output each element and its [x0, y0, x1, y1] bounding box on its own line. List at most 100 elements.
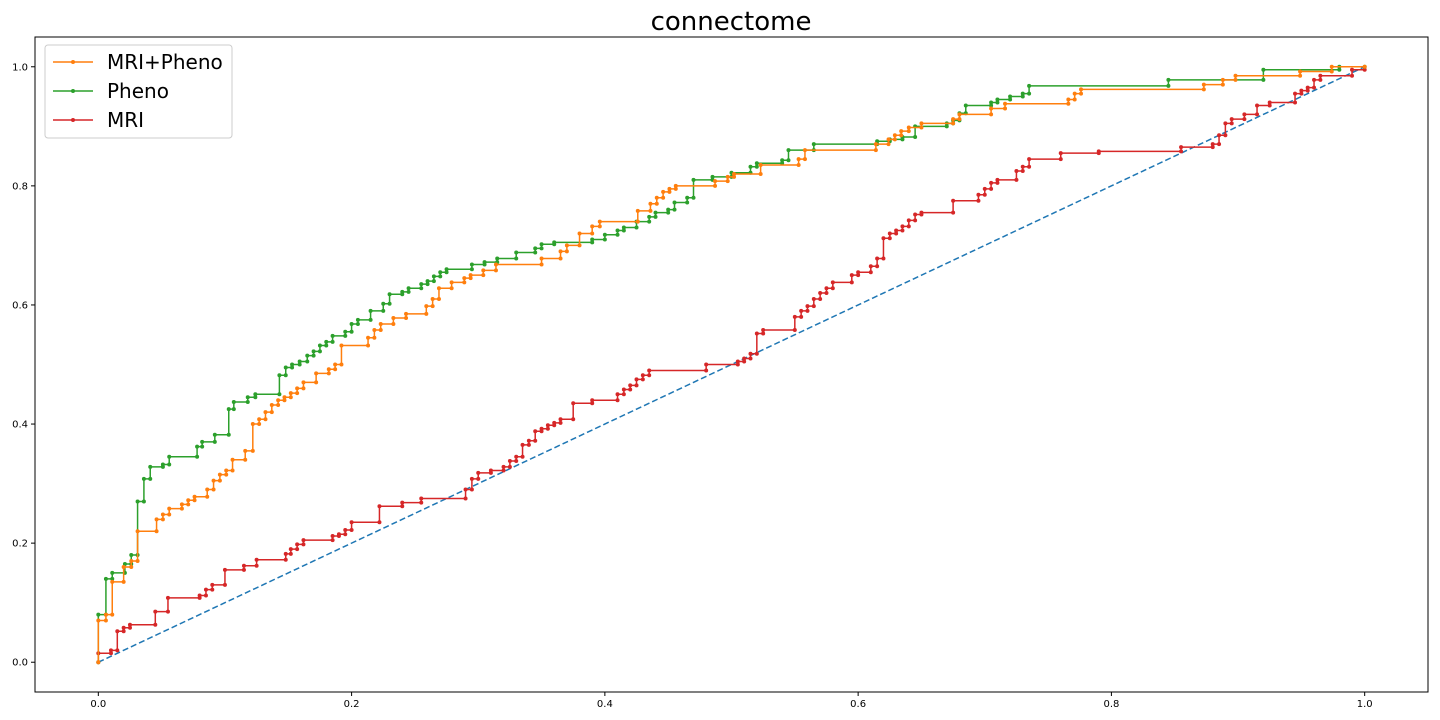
data-point-mri-pheno [899, 133, 904, 138]
data-point-pheno [780, 158, 785, 163]
data-point-mri [330, 533, 335, 538]
data-point-mri [295, 542, 300, 547]
data-point-mri [197, 593, 202, 598]
data-point-pheno [431, 279, 436, 284]
data-point-mri [203, 587, 208, 592]
data-point-mri [153, 609, 158, 614]
data-point-mri-pheno [436, 297, 441, 301]
data-point-mri [830, 286, 835, 291]
data-point-mri [1242, 112, 1247, 117]
data-point-mri [989, 180, 994, 185]
data-point-mri-pheno [436, 286, 441, 291]
data-point-pheno [944, 124, 949, 129]
data-point-mri-pheno [314, 380, 319, 385]
data-point-mri [951, 210, 956, 215]
data-point-pheno [212, 439, 217, 444]
data-point-pheno [400, 289, 405, 294]
data-point-mri-pheno [468, 276, 473, 281]
legend-label-mri-pheno: MRI+Pheno [107, 50, 223, 74]
data-point-pheno [381, 301, 386, 306]
data-point-mri-pheno [590, 224, 595, 229]
data-point-mri [799, 314, 804, 319]
data-point-mri [1217, 142, 1222, 147]
data-point-mri [165, 595, 170, 600]
data-point-mri [507, 464, 512, 469]
data-point-mri-pheno [886, 137, 891, 142]
data-point-mri [469, 476, 474, 481]
data-point-pheno [786, 158, 791, 163]
data-point-pheno [1027, 83, 1032, 88]
data-point-mri [748, 351, 753, 356]
data-point-pheno [141, 476, 146, 481]
data-point-mri-pheno [430, 304, 435, 309]
data-point-mri [520, 442, 525, 447]
data-point-mri [887, 236, 892, 241]
data-point-mri-pheno [713, 179, 718, 184]
data-point-mri-pheno [96, 660, 101, 665]
data-point-mri [647, 373, 652, 378]
data-point-mri-pheno [224, 472, 229, 477]
series-pheno [96, 64, 1367, 665]
data-point-mri [805, 304, 810, 309]
data-point-mri-pheno [468, 273, 473, 278]
data-point-mri-pheno [577, 231, 582, 236]
data-point-mri-pheno [276, 402, 281, 407]
data-point-mri [621, 387, 626, 392]
data-point-pheno [995, 100, 1000, 105]
chart-title: connectome [651, 7, 812, 37]
data-point-mri [849, 280, 854, 285]
data-point-pheno [672, 207, 677, 212]
data-point-mri-pheno [1298, 73, 1303, 78]
data-point-mri-pheno [892, 133, 897, 138]
data-point-mri-pheno [989, 112, 994, 117]
data-point-mri-pheno [378, 322, 383, 327]
data-point-mri [995, 180, 1000, 185]
data-point-mri [913, 218, 918, 223]
data-point-mri-pheno [796, 163, 801, 168]
data-point-mri [463, 487, 468, 492]
data-point-mri [881, 236, 886, 241]
data-point-mri [1312, 85, 1317, 90]
data-point-pheno [438, 270, 443, 275]
data-point-mri-pheno [295, 391, 300, 396]
data-point-mri [824, 286, 829, 291]
data-point-mri [761, 331, 766, 336]
data-point-mri [811, 297, 816, 301]
data-point-mri [533, 438, 538, 443]
data-point-mri [754, 331, 759, 336]
data-point-pheno [387, 301, 392, 306]
data-point-mri [856, 270, 861, 275]
data-point-mri [818, 291, 823, 296]
data-point-mri [203, 593, 208, 598]
data-point-mri-pheno [224, 468, 229, 473]
data-point-pheno [1008, 94, 1013, 99]
data-point-mri-pheno [667, 186, 672, 191]
x-tick-label: 0.2 [344, 699, 360, 710]
data-point-mri [1223, 133, 1228, 138]
data-point-pheno [141, 499, 146, 504]
data-point-mri-pheno [121, 564, 126, 569]
data-point-mri-pheno [295, 386, 300, 391]
data-point-mri-pheno [186, 498, 191, 503]
data-point-mri [1210, 142, 1215, 147]
data-point-pheno [963, 103, 968, 108]
data-point-mri-pheno [1072, 97, 1077, 102]
data-point-mri [1014, 168, 1019, 173]
data-point-mri-pheno [1220, 82, 1225, 87]
x-tick-label: 0.4 [597, 699, 613, 710]
data-point-mri-pheno [129, 559, 134, 563]
data-point-mri [868, 270, 873, 275]
data-point-mri-pheno [263, 417, 268, 422]
data-point-mri-pheno [449, 286, 454, 291]
data-point-mri-pheno [1079, 91, 1084, 96]
data-point-mri-pheno [250, 448, 255, 453]
data-point-pheno [406, 289, 411, 294]
data-point-mri-pheno [1003, 101, 1008, 106]
data-point-mri [501, 468, 506, 473]
data-point-pheno [514, 250, 519, 255]
data-point-mri-pheno [1003, 106, 1008, 111]
data-point-pheno [317, 343, 322, 348]
data-point-mri [906, 218, 911, 223]
data-point-mri-pheno [732, 174, 737, 179]
data-point-pheno [160, 462, 165, 467]
